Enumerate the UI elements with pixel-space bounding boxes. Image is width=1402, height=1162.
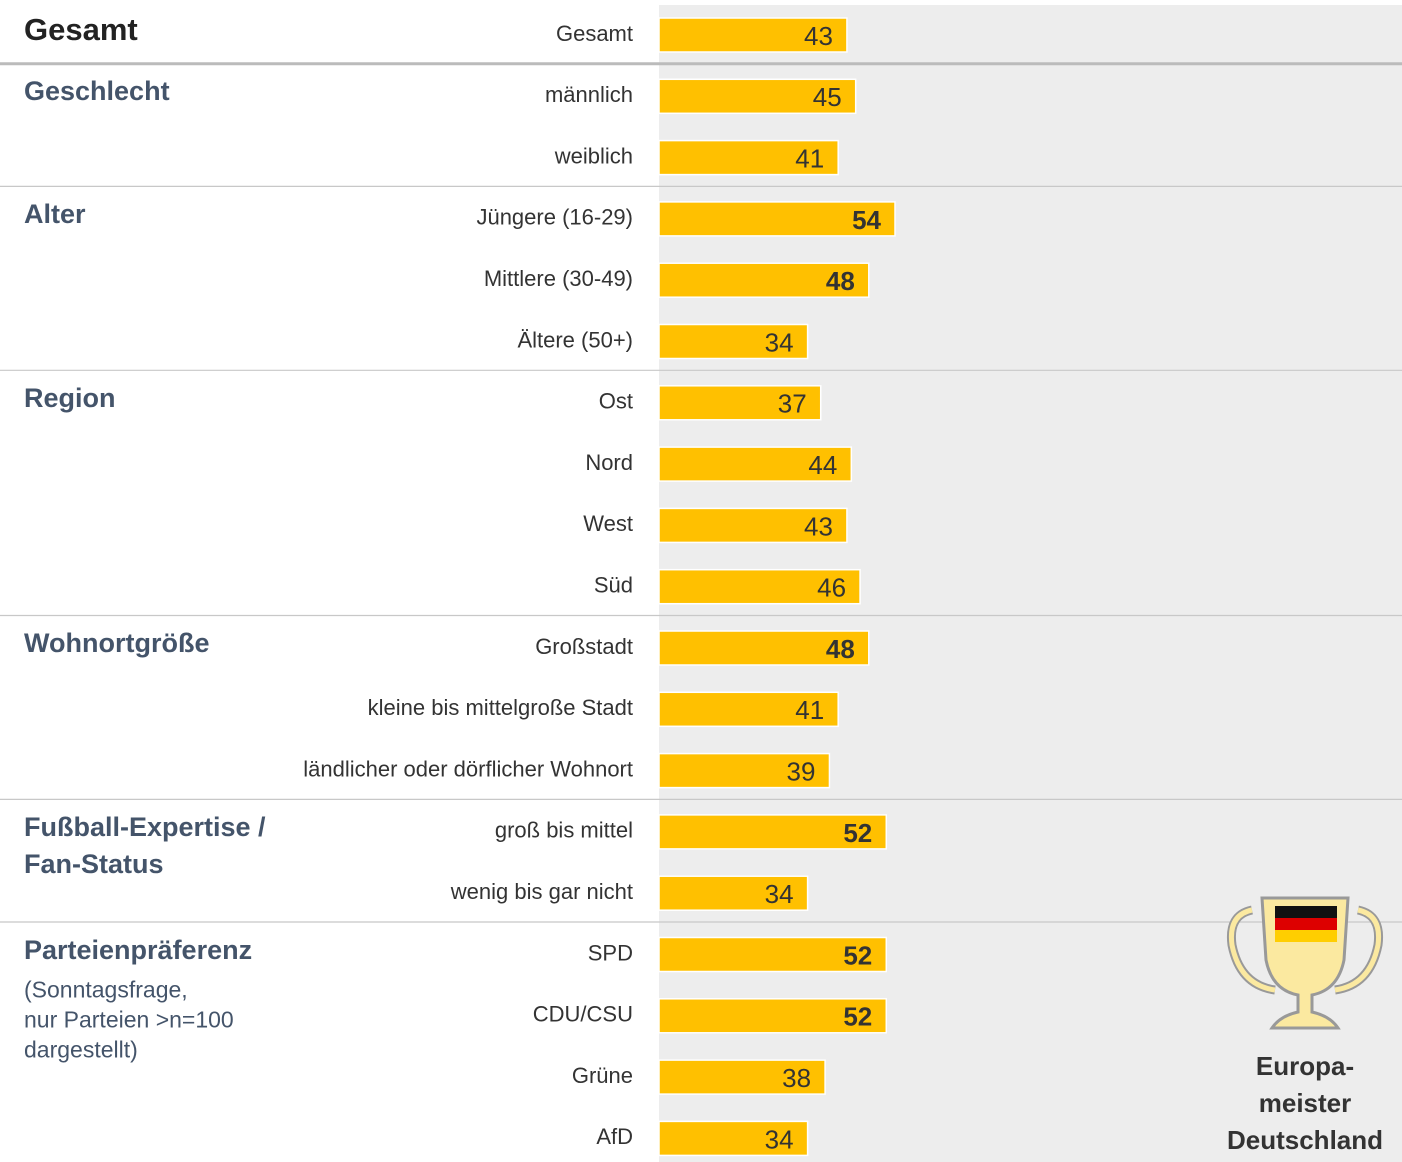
bar (658, 752, 831, 789)
bar (658, 814, 888, 850)
category-label: AfD (596, 1124, 633, 1149)
value-label: 43 (804, 511, 833, 541)
category-label: SPD (588, 940, 633, 965)
value-label: 38 (782, 1063, 811, 1093)
bar (658, 507, 848, 544)
group-label: Alter (24, 198, 86, 229)
group-note: (Sonntagsfrage, (24, 977, 188, 1003)
value-label: 54 (852, 205, 881, 235)
bar (658, 78, 857, 115)
group-label: Fußball-Expertise / Fan-Status (24, 811, 266, 879)
trophy-icon (1226, 896, 1384, 1030)
category-label: wenig bis gar nicht (450, 879, 633, 904)
value-label: 48 (826, 634, 855, 664)
bar (658, 446, 853, 482)
value-label: 48 (826, 266, 855, 296)
trophy-handles-inner (1228, 907, 1382, 993)
bar (658, 17, 848, 53)
bar (658, 262, 870, 298)
value-label: 34 (765, 327, 794, 357)
bar (658, 998, 888, 1034)
value-label: 52 (843, 818, 872, 848)
group-label: Geschlecht (24, 76, 170, 107)
category-label: ländlicher oder dörflicher Wohnort (303, 756, 633, 781)
category-label: Mittlere (30-49) (484, 266, 633, 291)
bar (658, 1059, 826, 1095)
category-label: Großstadt (535, 634, 633, 659)
category-label: Ost (599, 389, 633, 414)
group-note: nur Parteien >n=100 (24, 1007, 234, 1033)
badge-text: Deutschland (1227, 1125, 1383, 1155)
flag-black (1275, 906, 1337, 918)
value-label: 34 (765, 1124, 794, 1154)
bar (658, 201, 896, 237)
category-label: Süd (594, 573, 633, 598)
value-label: 44 (808, 450, 837, 480)
value-label: 52 (843, 940, 872, 970)
bar (658, 1120, 809, 1157)
flag-red (1275, 918, 1337, 930)
bar (658, 323, 809, 360)
category-label: Grüne (572, 1063, 633, 1088)
bar (658, 875, 809, 911)
value-label: 46 (817, 573, 846, 603)
bar (658, 568, 861, 605)
group-label: Region (24, 382, 116, 413)
badge-text: Europa- (1256, 1051, 1354, 1081)
bar (658, 385, 822, 421)
category-label: Jüngere (16-29) (476, 205, 633, 230)
bar (658, 936, 888, 973)
category-label: groß bis mittel (495, 818, 633, 843)
category-label: West (583, 511, 633, 536)
value-label: 43 (804, 21, 833, 51)
group-label: Gesamt (24, 12, 138, 47)
value-label: 37 (778, 389, 807, 419)
category-label: kleine bis mittelgroße Stadt (368, 695, 633, 720)
group-note: dargestellt) (24, 1037, 138, 1063)
group-label: Parteienpräferenz (24, 934, 253, 965)
bar (658, 139, 839, 176)
category-label: weiblich (554, 143, 633, 168)
value-label: 41 (795, 143, 824, 173)
bar (658, 630, 870, 666)
group-label: Wohnortgröße (24, 628, 210, 658)
value-label: 39 (787, 756, 816, 786)
category-label: CDU/CSU (533, 1002, 633, 1027)
bar (658, 691, 839, 728)
value-label: 41 (795, 695, 824, 725)
value-label: 34 (765, 879, 794, 909)
category-label: Ältere (50+) (517, 327, 633, 352)
category-label: Gesamt (556, 21, 633, 46)
value-label: 52 (843, 1002, 872, 1032)
value-label: 45 (813, 82, 842, 112)
badge-text: meister (1259, 1088, 1352, 1118)
category-label: Nord (585, 450, 633, 475)
flag-gold (1275, 930, 1337, 942)
category-label: männlich (545, 82, 633, 107)
